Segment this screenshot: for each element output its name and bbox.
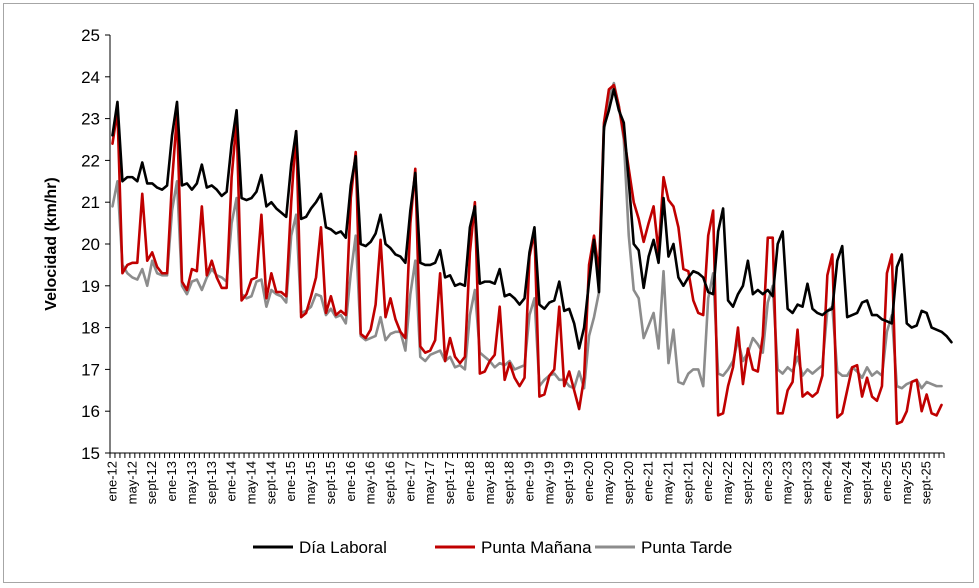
x-tick-label: ene-23 xyxy=(760,461,775,501)
x-tick-label: sept-14 xyxy=(263,461,278,504)
x-tick-label: may-12 xyxy=(124,461,139,504)
legend-label-punta-manana: Punta Mañana xyxy=(481,538,592,557)
y-tick-label: 19 xyxy=(81,277,100,296)
y-tick-label: 21 xyxy=(81,193,100,212)
y-tick-label: 18 xyxy=(81,319,100,338)
x-tick-label: may-17 xyxy=(422,461,437,504)
x-tick-label: ene-18 xyxy=(462,461,477,501)
x-tick-label: may-18 xyxy=(482,461,497,504)
x-tick-label: ene-20 xyxy=(581,461,596,501)
x-axis: ene-12 may-12 sept-12 ene-13 may-13 sept-13 en… xyxy=(104,452,945,504)
x-tick-label: sept-24 xyxy=(859,461,874,504)
series-line-dia-laboral xyxy=(111,88,953,350)
x-tick-label: ene-17 xyxy=(402,461,417,501)
x-tick-label: ene-16 xyxy=(343,461,358,501)
x-tick-label: sept-22 xyxy=(740,461,755,504)
x-tick-label: ene-12 xyxy=(104,461,119,501)
series-lines xyxy=(111,81,953,426)
x-tick-label: sept-13 xyxy=(204,461,219,504)
y-tick-label: 22 xyxy=(81,151,100,170)
x-tick-label: may-16 xyxy=(363,461,378,504)
x-tick-label: may-23 xyxy=(780,461,795,504)
x-tick-label: sept-21 xyxy=(680,461,695,504)
x-tick-label: may-20 xyxy=(601,461,616,504)
x-tick-label: may-21 xyxy=(660,461,675,504)
x-tick-label: may-24 xyxy=(839,461,854,504)
x-tick-label: sept-19 xyxy=(561,461,576,504)
x-tick-label: ene-21 xyxy=(641,461,656,501)
x-tick-label: sept-12 xyxy=(144,461,159,504)
x-tick-label: ene-24 xyxy=(819,461,834,501)
x-tick-label: sept-17 xyxy=(442,461,457,504)
x-tick-label: ene-25 xyxy=(879,461,894,501)
legend: Día Laboral Punta Mañana Punta Tarde xyxy=(253,538,732,557)
series-line-punta-manana xyxy=(111,83,943,426)
y-tick-label: 17 xyxy=(81,360,100,379)
x-tick-label: may-15 xyxy=(303,461,318,504)
x-tick-label: sept-20 xyxy=(621,461,636,504)
x-tick-label: sept-25 xyxy=(919,461,934,504)
x-tick-label: sept-23 xyxy=(799,461,814,504)
x-tick-label: sept-15 xyxy=(323,461,338,504)
y-tick-label: 15 xyxy=(81,444,100,463)
legend-label-dia-laboral: Día Laboral xyxy=(299,538,387,557)
y-tick-label: 24 xyxy=(81,68,100,87)
legend-label-punta-tarde: Punta Tarde xyxy=(641,538,732,557)
x-tick-label: may-19 xyxy=(541,461,556,504)
y-tick-label: 25 xyxy=(81,26,100,45)
x-tick-label: sept-16 xyxy=(382,461,397,504)
y-axis: 15 16 17 18 19 20 21 22 23 24 25 xyxy=(81,26,111,463)
x-tick-label: ene-19 xyxy=(521,461,536,501)
x-tick-label: ene-15 xyxy=(283,461,298,501)
y-tick-label: 20 xyxy=(81,235,100,254)
chart-frame xyxy=(3,3,974,583)
y-axis-title: Velocidad (km/hr) xyxy=(43,177,60,310)
y-tick-label: 23 xyxy=(81,110,100,129)
x-tick-label: may-13 xyxy=(184,461,199,504)
y-tick-label: 16 xyxy=(81,402,100,421)
x-tick-label: ene-22 xyxy=(700,461,715,501)
x-tick-label: may-14 xyxy=(243,461,258,504)
x-tick-label: sept-18 xyxy=(502,461,517,504)
x-tick-label: ene-14 xyxy=(224,461,239,501)
x-tick-label: may-25 xyxy=(899,461,914,504)
x-tick-label: may-22 xyxy=(720,461,735,504)
x-tick-label: ene-13 xyxy=(164,461,179,501)
